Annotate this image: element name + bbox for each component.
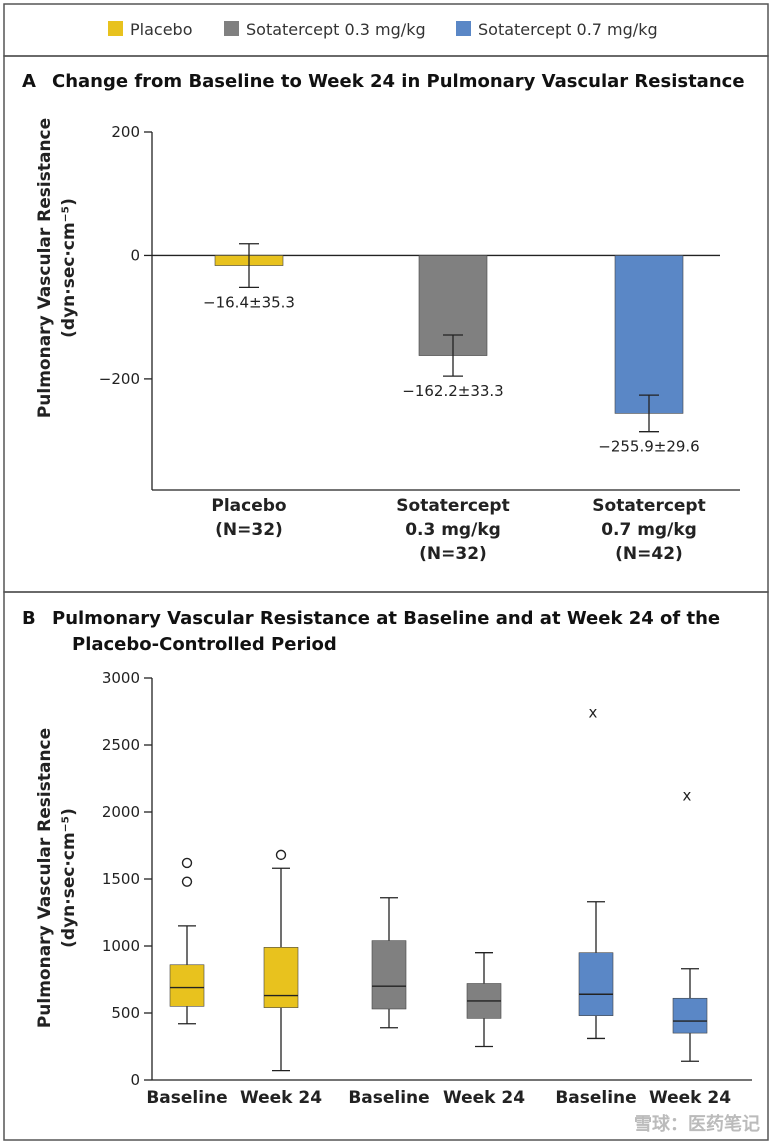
panel-b-outlier-1	[275, 849, 287, 861]
legend-label-2: Sotatercept 0.7 mg/kg	[478, 20, 658, 39]
panel-b-ytick-label: 2500	[102, 736, 140, 754]
panel-b-category-label-1: Week 24	[240, 1088, 322, 1108]
panel-b-outlier-0	[181, 876, 193, 887]
panel-b-title-line2: Placebo-Controlled Period	[72, 634, 337, 655]
panel-b-category-label-3: Week 24	[443, 1088, 525, 1108]
panel-a-title: Change from Baseline to Week 24 in Pulmo…	[52, 71, 745, 92]
panel-a-category-label: Placebo	[211, 496, 286, 516]
panel-b-frame	[3, 591, 769, 1141]
panel-b-ytick-label: 1000	[102, 937, 140, 955]
panel-b-ytick-label: 0	[130, 1071, 140, 1089]
panel-a-category-label: (N=32)	[215, 520, 283, 540]
panel-a-letter: A	[22, 71, 36, 92]
panel-a-ytick-label: 200	[111, 123, 140, 141]
panel-b-letter: B	[22, 608, 36, 629]
panel-a-ylabel: Pulmonary Vascular Resistance (dyn·sec·c…	[35, 118, 79, 418]
panel-b-outlier-4: x	[589, 704, 598, 722]
legend-swatch-2	[456, 21, 471, 36]
legend-label-0: Placebo	[130, 20, 192, 39]
panel-b-ylabel-line1: Pulmonary Vascular Resistance	[35, 728, 55, 1028]
panel-b-category-label-0: Baseline	[146, 1088, 227, 1108]
panel-b-ylabel: Pulmonary Vascular Resistance (dyn·sec·c…	[35, 728, 79, 1028]
panel-b-outlier-5: x	[683, 787, 692, 805]
panel-a-category-label: 0.7 mg/kg	[601, 520, 697, 540]
panel-a-ytick-label: −200	[99, 370, 140, 388]
panel-b-box-5	[672, 997, 708, 1034]
panel-a-category-label: Sotatercept	[396, 496, 509, 516]
legend-swatch-0	[108, 21, 123, 36]
legend-label-1: Sotatercept 0.3 mg/kg	[246, 20, 426, 39]
panel-a-value-label-1: −162.2±33.3	[402, 382, 503, 400]
panel-a-plot: 200 0 −200 −16.4±35.3 Placebo (N=32) −162.2±33…	[99, 123, 740, 564]
panel-b-outlier-0	[181, 857, 193, 869]
panel-b-title-line1: Pulmonary Vascular Resistance at Baselin…	[52, 608, 720, 629]
panel-a-ytick-label: 0	[130, 246, 140, 264]
panel-b-category-label-2: Baseline	[348, 1088, 429, 1108]
watermark-text: 雪球：医药笔记	[634, 1113, 760, 1135]
panel-a-bar-2	[614, 255, 684, 414]
panel-b-ylabel-line2: (dyn·sec·cm⁻⁵)	[59, 808, 79, 948]
panel-b-plot: 0 500 1000 1500 2000 2500 3000 Baseline Week 24 B…	[102, 669, 752, 1108]
panel-b-box-1	[263, 947, 299, 1008]
panel-a-value-label-2: −255.9±29.6	[598, 438, 699, 456]
legend: Placebo Sotatercept 0.3 mg/kg Sotatercept …	[108, 20, 658, 39]
legend-swatch-1	[224, 21, 239, 36]
panel-a-ylabel-line2: (dyn·sec·cm⁻⁵)	[59, 198, 79, 338]
panel-b-ytick-label: 500	[111, 1004, 140, 1022]
panel-a-category-label: 0.3 mg/kg	[405, 520, 501, 540]
panel-b-ytick-label: 1500	[102, 870, 140, 888]
panel-b-box-2	[371, 940, 407, 1010]
panel-b-box-4	[578, 952, 614, 1016]
panel-b-ytick-label: 2000	[102, 803, 140, 821]
panel-a-value-label-0: −16.4±35.3	[203, 293, 295, 311]
panel-a-category-label: (N=42)	[615, 544, 683, 564]
panel-b-box-0	[169, 964, 205, 1007]
panel-b-ytick-label: 3000	[102, 669, 140, 687]
panel-a-category-label: (N=32)	[419, 544, 487, 564]
panel-a-ylabel-line1: Pulmonary Vascular Resistance	[35, 118, 55, 418]
panel-b-category-label-4: Baseline	[555, 1088, 636, 1108]
panel-a-category-label: Sotatercept	[592, 496, 705, 516]
panel-b-category-label-5: Week 24	[649, 1088, 731, 1108]
